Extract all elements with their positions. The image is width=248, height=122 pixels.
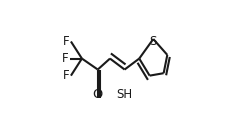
Text: F: F xyxy=(62,35,69,48)
Text: SH: SH xyxy=(117,88,133,101)
Text: F: F xyxy=(62,52,68,65)
Text: O: O xyxy=(93,88,103,101)
Text: S: S xyxy=(150,35,157,48)
Text: F: F xyxy=(62,69,69,82)
